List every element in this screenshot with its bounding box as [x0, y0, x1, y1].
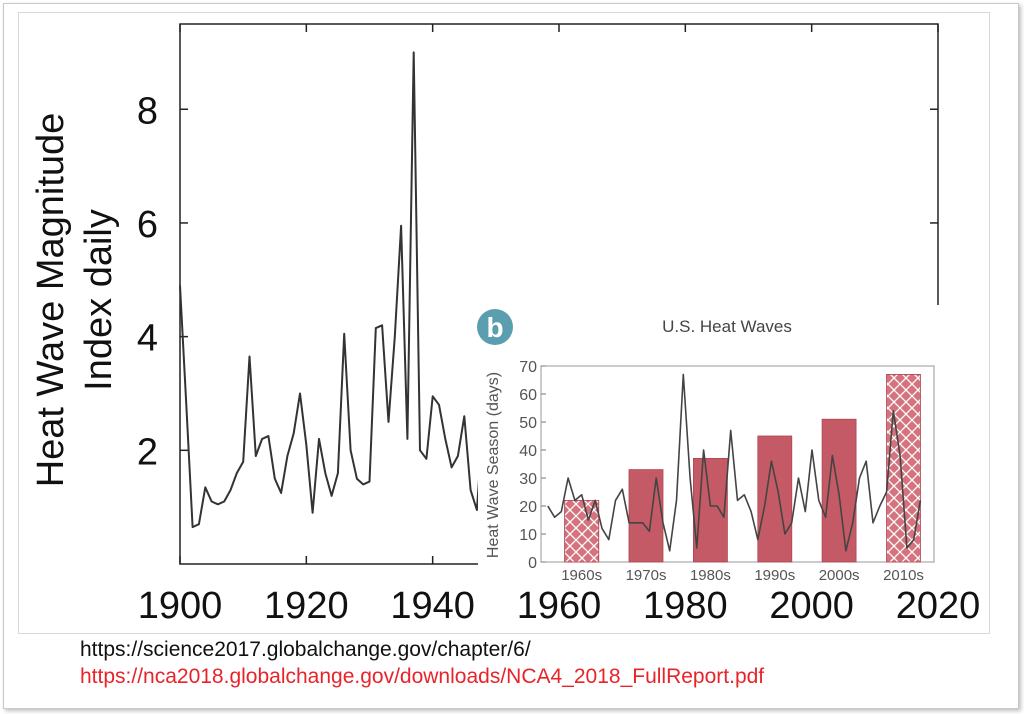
main-x-tick-label: 1960 — [517, 585, 602, 627]
main-y-tick-label: 4 — [137, 318, 158, 360]
inset-y-tick-label: 0 — [528, 555, 537, 572]
main-y-tick-label: 6 — [137, 204, 158, 246]
inset-badge-letter: b — [486, 312, 503, 343]
source-link-science2017[interactable]: https://science2017.globalchange.gov/cha… — [80, 638, 531, 661]
source-link-nca2018[interactable]: https://nca2018.globalchange.gov/downloa… — [80, 665, 765, 688]
main-y-axis-title: Heat Wave Magnitude Index daily — [30, 113, 120, 488]
inset-bar-1960s-hatched — [564, 499, 600, 563]
inset-x-tick-label: 1970s — [626, 567, 667, 584]
inset-x-tick-label: 2000s — [819, 567, 860, 584]
inset-x-tick-label: 2010s — [883, 567, 924, 584]
inset-y-tick-label: 70 — [519, 359, 537, 376]
inset-badge — [477, 309, 513, 345]
inset-y-axis-title-text: Heat Wave Season (days) — [485, 372, 502, 558]
main-x-tick-label: 1900 — [138, 585, 223, 627]
inset-y-tick-label: 50 — [519, 415, 537, 432]
main-x-tick-label: 1940 — [390, 585, 475, 627]
inset-x-tick-label: 1980s — [690, 567, 731, 584]
inset-y-tick-label: 60 — [519, 387, 537, 404]
inset-line-series — [547, 373, 922, 552]
inset-y-tick-label: 30 — [519, 471, 537, 488]
main-x-tick-label: 2020 — [896, 585, 981, 627]
inset-y-tick-label: 10 — [519, 527, 537, 544]
main-y-axis-title-line1: Heat Wave Magnitude — [30, 113, 72, 488]
inset-x-tick-label: 1990s — [754, 567, 795, 584]
main-x-tick-label: 1920 — [264, 585, 349, 627]
inset-y-axis-title: Heat Wave Season (days) — [485, 372, 502, 558]
main-x-tick-label: 1980 — [643, 585, 728, 627]
inset-y-tick-label: 40 — [519, 443, 537, 460]
main-y-tick-label: 2 — [137, 431, 158, 473]
inset-y-tick-label: 20 — [519, 499, 537, 516]
main-x-tick-label: 2000 — [769, 585, 854, 627]
main-y-axis-title-line2: Index daily — [78, 209, 120, 391]
inset-bar-1980s — [693, 457, 728, 563]
inset-x-tick-label: 1960s — [561, 567, 602, 584]
inset-plot-frame — [540, 365, 935, 563]
inset-bar-1990s — [757, 435, 793, 563]
main-y-tick-label: 8 — [137, 90, 158, 132]
main-line-series — [179, 51, 528, 529]
inset-title: U.S. Heat Waves — [662, 317, 792, 336]
inset-bar-1970s — [628, 469, 664, 563]
